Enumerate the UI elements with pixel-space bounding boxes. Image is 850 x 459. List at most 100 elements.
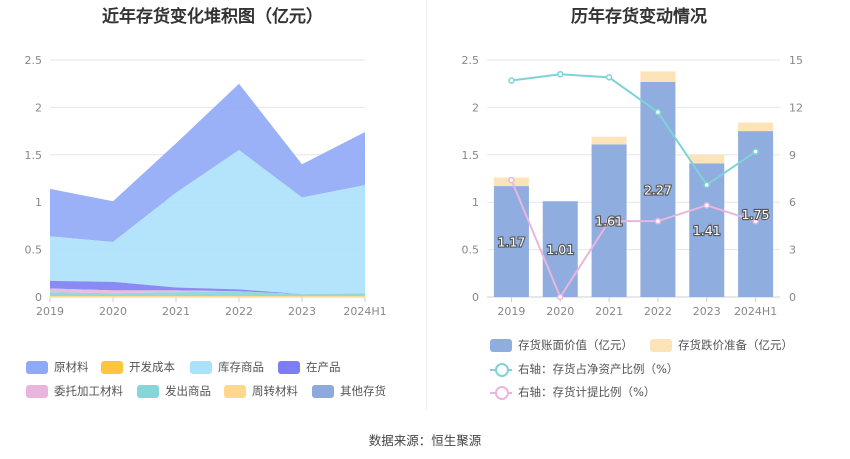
y2-tick-label: 0 (789, 291, 796, 304)
line-series (510, 179, 756, 300)
y-tick-label: 2.5 (462, 54, 480, 67)
legend-item-impairment-provision[interactable]: 存货跌价准备（亿元） (650, 337, 793, 353)
y2-tick-label: 15 (789, 54, 803, 67)
line-point (752, 148, 759, 155)
y2-tick-label: 12 (789, 101, 803, 114)
legend-item-inventory-to-net-assets[interactable]: 右轴：存货占净资产比例（%） (490, 361, 678, 377)
y-tick-label: 1 (35, 196, 42, 209)
line-point (557, 70, 564, 78)
y-tick-label: 1.5 (25, 149, 43, 162)
left-stacked-area-chart: 0 0.5 1 1.5 2 2.5 2019 2020 2021 2022 2023 2024H1 (25, 54, 387, 318)
legend-swatch (650, 338, 672, 352)
y-tick-label: 2 (472, 101, 479, 114)
panel-divider (426, 0, 427, 410)
y-tick-label: 0.5 (25, 244, 43, 257)
area-series (50, 280, 365, 295)
legend-label: 委托加工材料 (54, 384, 123, 398)
legend-label: 库存商品 (218, 360, 264, 374)
left-chart-title: 近年存货变化堆积图（亿元） (102, 7, 323, 27)
x-tick-label: 2020 (99, 305, 127, 318)
data-source-note: 数据来源：恒生聚源 (368, 433, 482, 448)
x-tick-label: 2024H1 (343, 305, 386, 318)
bar-impairment (591, 136, 627, 145)
line-point (752, 217, 759, 225)
legend-label: 发出商品 (165, 384, 211, 398)
line-point (703, 181, 710, 189)
x-tick-label: 2021 (595, 305, 623, 318)
legend-label: 存货跌价准备（亿元） (678, 338, 793, 352)
y-tick-label: 2.5 (25, 54, 43, 67)
bar-data-label: 1.17 (497, 235, 525, 250)
legend-item-raw-material[interactable]: 原材料 (26, 359, 89, 375)
bar-data-label: 2.27 (644, 182, 672, 197)
line-point (508, 176, 515, 184)
x-tick-label: 2021 (162, 305, 190, 318)
x-tick-label: 2020 (546, 305, 574, 318)
legend-item-other-inventory[interactable]: 其他存货 (312, 383, 386, 399)
legend-swatch (490, 338, 512, 352)
y2-tick-label: 9 (789, 149, 796, 162)
legend-label: 开发成本 (129, 360, 175, 374)
legend-item-provision-ratio[interactable]: 右轴：存货计提比例（%） (490, 384, 655, 400)
legend-item-goods-shipped[interactable]: 发出商品 (137, 383, 211, 399)
legend-label: 存货账面价值（亿元） (518, 338, 633, 352)
right-chart-title: 历年存货变动情况 (571, 7, 707, 27)
bar-book-value (542, 201, 578, 297)
y-tick-label: 0.5 (462, 244, 480, 257)
y-tick-label: 0 (472, 291, 479, 304)
legend-swatch (137, 384, 159, 398)
legend-ring-icon (490, 385, 512, 400)
legend-item-turnover-materials[interactable]: 周转材料 (224, 383, 298, 399)
legend-label: 右轴：存货计提比例（%） (518, 385, 656, 399)
line-point (508, 77, 515, 84)
y-tick-label: 1 (472, 196, 479, 209)
bar-book-value (493, 186, 529, 297)
legend-swatch (26, 360, 48, 374)
line-point (654, 217, 662, 225)
legend-label: 在产品 (306, 360, 341, 374)
legend-item-consigned-processing[interactable]: 委托加工材料 (26, 383, 123, 399)
line-point (605, 217, 613, 225)
bar-impairment (640, 71, 676, 82)
x-tick-label: 2022 (644, 305, 672, 318)
legend-label: 右轴：存货占净资产比例（%） (518, 362, 679, 376)
bar-book-value (640, 81, 676, 297)
y-tick-label: 1.5 (462, 149, 480, 162)
y-tick-label: 2 (35, 101, 42, 114)
legend-swatch (278, 360, 300, 374)
x-tick-label: 2022 (225, 305, 253, 318)
x-tick-label: 2019 (36, 305, 64, 318)
x-tick-label: 2023 (288, 305, 316, 318)
legend-swatch (101, 360, 123, 374)
legend-label: 其他存货 (340, 384, 386, 398)
line-point (557, 293, 564, 301)
x-tick-label: 2019 (497, 305, 525, 318)
right-bar-line-chart: 0 0.5 1 1.5 2 2.5 0 3 6 9 12 15 2019 2020 2021 2022 2023… (462, 54, 804, 318)
y2-tick-label: 6 (789, 196, 796, 209)
area-series (50, 291, 365, 297)
legend-swatch (224, 384, 246, 398)
x-tick-label: 2023 (693, 305, 721, 318)
bar-data-label: 1.75 (742, 207, 770, 222)
bar-data-label: 1.01 (546, 242, 574, 257)
area-series (50, 83, 365, 243)
legend-item-finished-goods[interactable]: 库存商品 (190, 359, 264, 375)
legend-ring-icon (490, 362, 512, 377)
legend-swatch (312, 384, 334, 398)
line-point (654, 108, 662, 116)
y2-tick-label: 3 (789, 244, 796, 257)
x-tick-label: 2024H1 (734, 305, 777, 318)
line-point (605, 74, 613, 81)
bar-impairment (738, 122, 774, 132)
y-tick-label: 0 (35, 291, 42, 304)
bar-data-label: 1.61 (595, 214, 623, 229)
legend-item-development-cost[interactable]: 开发成本 (101, 359, 175, 375)
line-point (703, 202, 710, 209)
legend-label: 原材料 (54, 360, 89, 374)
legend-item-work-in-progress[interactable]: 在产品 (278, 359, 341, 375)
legend-item-book-value[interactable]: 存货账面价值（亿元） (490, 337, 633, 353)
area-series (50, 296, 365, 297)
bar-data-label: 1.41 (693, 223, 721, 238)
area-series (50, 150, 365, 295)
legend-swatch (190, 360, 212, 374)
